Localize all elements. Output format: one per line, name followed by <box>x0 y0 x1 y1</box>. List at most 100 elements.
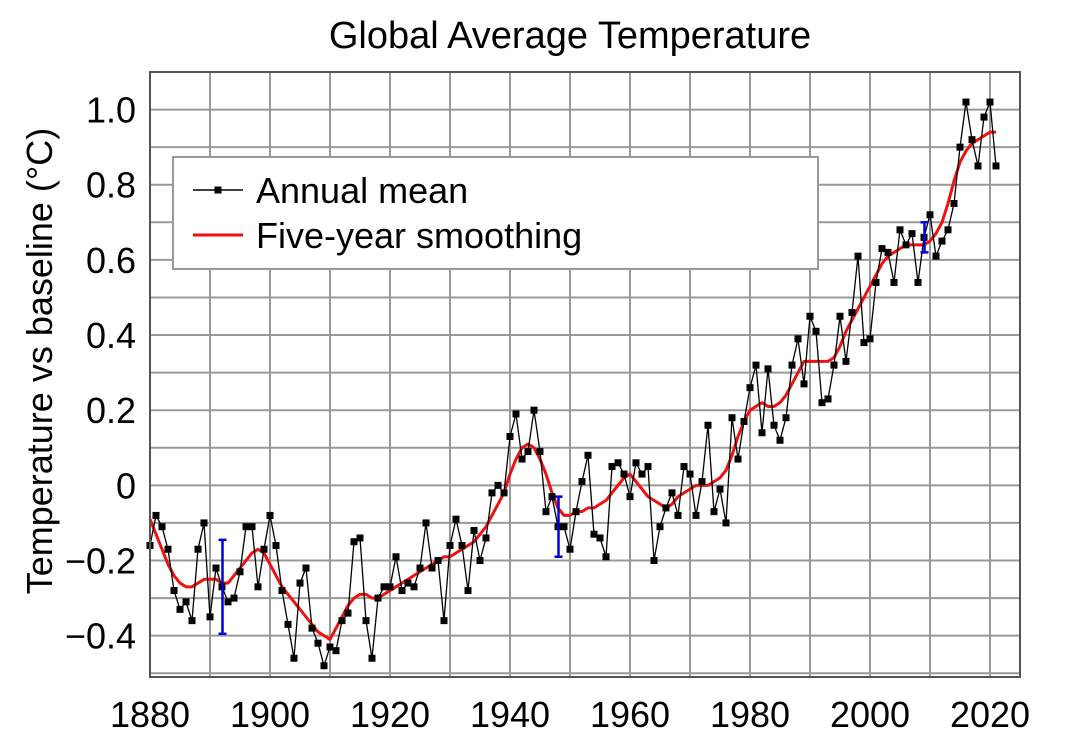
annual-mean-point <box>812 327 820 335</box>
annual-mean-point <box>446 541 454 549</box>
annual-mean-point <box>746 384 754 392</box>
annual-mean-point <box>326 643 334 651</box>
annual-mean-point <box>944 226 952 234</box>
legend-box <box>172 156 819 270</box>
y-axis-label: Temperature vs baseline (°C) <box>19 128 60 595</box>
annual-mean-point <box>494 481 502 489</box>
annual-mean-point <box>158 523 166 531</box>
annual-mean-point <box>200 519 208 527</box>
annual-mean-point <box>818 399 826 407</box>
annual-mean-point <box>386 583 394 591</box>
annual-mean-point <box>638 470 646 478</box>
annual-mean-point <box>836 312 844 320</box>
annual-mean-point <box>626 493 634 501</box>
annual-mean-point <box>230 594 238 602</box>
annual-mean-point <box>410 583 418 591</box>
annual-mean-point <box>488 489 496 497</box>
annual-mean-point <box>914 278 922 286</box>
annual-mean-point <box>728 414 736 422</box>
uncertainty-bars <box>218 221 929 636</box>
uncertainty-bar <box>218 538 227 636</box>
annual-mean-point <box>548 493 556 501</box>
annual-mean-point <box>620 470 628 478</box>
annual-mean-point <box>674 511 682 519</box>
annual-mean-point <box>788 361 796 369</box>
annual-mean-point <box>452 515 460 523</box>
annual-mean-point <box>854 252 862 260</box>
annual-mean-point <box>806 312 814 320</box>
annual-mean-point <box>320 662 328 670</box>
annual-mean-point <box>770 421 778 429</box>
y-tick-label: 0 <box>116 465 136 506</box>
y-tick-label: 0.6 <box>86 240 136 281</box>
annual-mean-point <box>188 617 196 625</box>
annual-mean-point <box>668 489 676 497</box>
annual-mean-point <box>932 252 940 260</box>
annual-mean-point <box>908 230 916 238</box>
annual-mean-point <box>254 583 262 591</box>
annual-mean-point <box>290 654 298 662</box>
annual-mean-point <box>212 564 220 572</box>
annual-mean-point <box>356 534 364 542</box>
annual-mean-point <box>956 143 964 151</box>
annual-mean-point <box>284 620 292 628</box>
legend: Annual mean Five-year smoothing <box>172 156 819 270</box>
annual-mean-point <box>374 594 382 602</box>
y-tick-label: 1.0 <box>86 90 136 131</box>
x-tick-label: 2000 <box>830 694 910 735</box>
annual-mean-point <box>830 361 838 369</box>
y-tick-label: −0.4 <box>65 616 136 657</box>
annual-mean-line <box>149 101 997 669</box>
annual-mean-point <box>692 511 700 519</box>
annual-mean-point <box>800 380 808 388</box>
annual-mean-point <box>164 545 172 553</box>
y-axis-ticks: −0.4 −0.2 0 0.2 0.4 0.6 0.8 1.0 <box>65 90 136 657</box>
annual-mean-point <box>824 395 832 403</box>
annual-mean-point <box>794 335 802 343</box>
legend-annual-label: Annual mean <box>256 170 468 211</box>
annual-mean-point <box>968 136 976 144</box>
annual-mean-point <box>566 545 574 553</box>
annual-mean-point <box>248 523 256 531</box>
annual-mean-point <box>152 511 160 519</box>
annual-mean-point <box>596 534 604 542</box>
x-tick-label: 1980 <box>710 694 790 735</box>
annual-mean-point <box>632 459 640 467</box>
annual-mean-point <box>518 455 526 463</box>
annual-mean-point <box>902 241 910 249</box>
plot-frame <box>149 71 1021 678</box>
x-tick-label: 1920 <box>350 694 430 735</box>
annual-mean-point <box>950 200 958 208</box>
annual-mean-point <box>842 357 850 365</box>
annual-mean-point <box>716 485 724 493</box>
annual-mean-point <box>758 429 766 437</box>
annual-mean-series <box>146 98 1000 670</box>
annual-mean-point <box>506 433 514 441</box>
annual-mean-point <box>314 639 322 647</box>
annual-mean-point <box>428 564 436 572</box>
annual-mean-point <box>722 519 730 527</box>
annual-mean-point <box>182 598 190 606</box>
x-tick-label: 1900 <box>230 694 310 735</box>
annual-mean-point <box>650 557 658 565</box>
annual-mean-point <box>938 237 946 245</box>
annual-mean-point <box>782 414 790 422</box>
annual-mean-point <box>350 538 358 546</box>
annual-mean-point <box>986 98 994 106</box>
annual-mean-point <box>698 478 706 486</box>
annual-mean-point <box>974 162 982 170</box>
x-tick-label: 1960 <box>590 694 670 735</box>
annual-mean-point <box>962 98 970 106</box>
annual-mean-point <box>470 526 478 534</box>
annual-mean-point <box>878 245 886 253</box>
annual-mean-point <box>980 113 988 121</box>
annual-mean-point <box>440 617 448 625</box>
annual-mean-point <box>872 278 880 286</box>
annual-mean-point <box>380 583 388 591</box>
annual-mean-point <box>236 568 244 576</box>
annual-mean-point <box>434 557 442 565</box>
annual-mean-point <box>536 448 544 456</box>
annual-mean-point <box>752 361 760 369</box>
annual-mean-point <box>578 478 586 486</box>
